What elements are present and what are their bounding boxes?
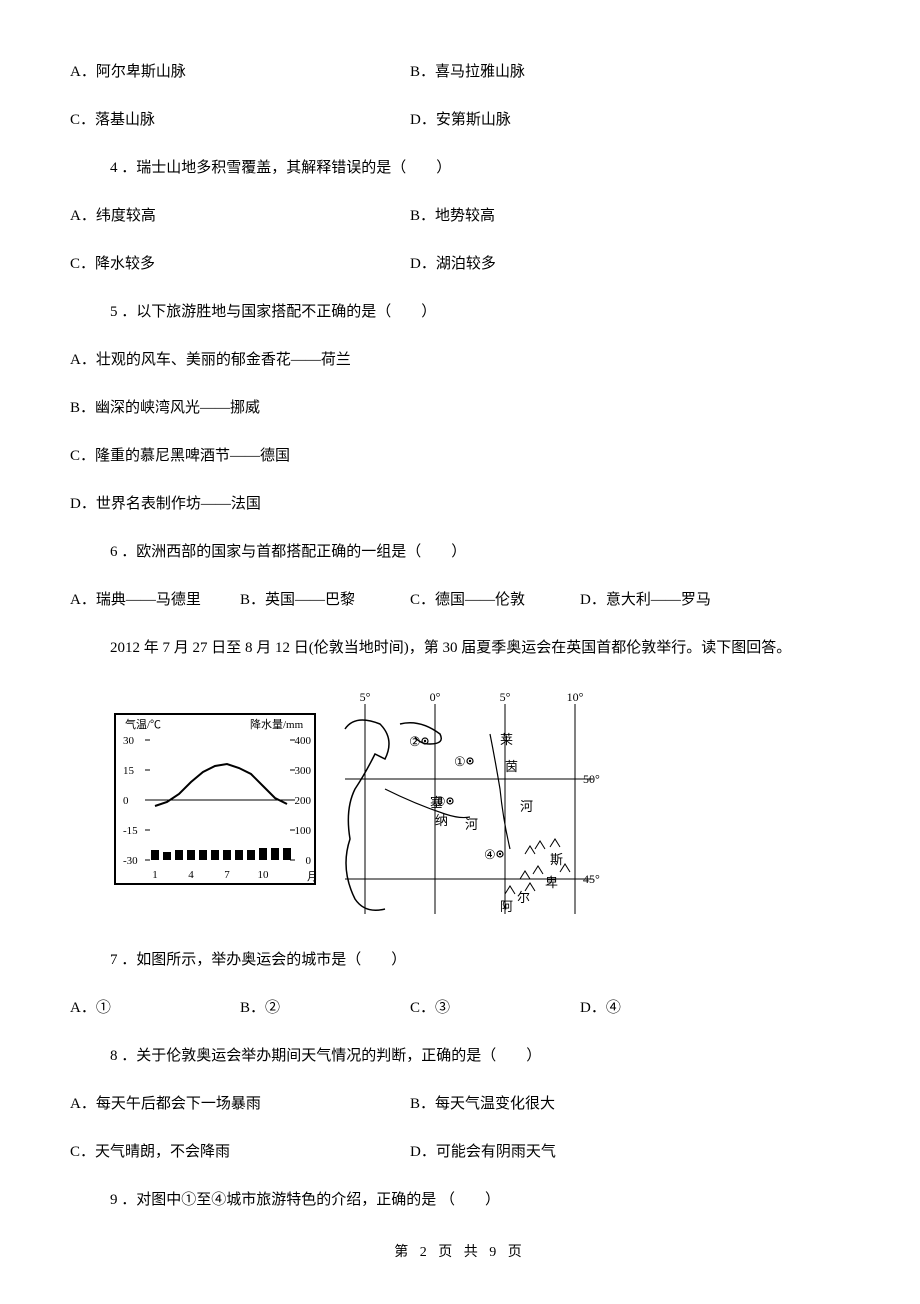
climate-map-figure: 气温/℃ 降水量/mm 30 15 0 -15 -30 400 300 200 100 0 1 4… bbox=[110, 684, 610, 924]
option-c: C．德国——伦敦 bbox=[410, 588, 580, 612]
map-label-bei: 卑 bbox=[545, 875, 558, 890]
option-d: D．④ bbox=[580, 996, 750, 1020]
svg-text:30: 30 bbox=[123, 735, 135, 747]
passage-text: 2012 年 7 月 27 日至 8 月 12 日(伦敦当地时间)，第 30 届… bbox=[70, 636, 850, 660]
temp-axis-label: 气温/℃ bbox=[125, 717, 161, 731]
svg-text:1: 1 bbox=[152, 869, 158, 881]
q7-options: A．① B．② C．③ D．④ bbox=[70, 996, 850, 1020]
question-8: 8 ．关于伦敦奥运会举办期间天气情况的判断，正确的是（ ） bbox=[70, 1044, 850, 1068]
svg-text:100: 100 bbox=[295, 825, 312, 837]
q5-option-b: B．幽深的峡湾风光——挪威 bbox=[70, 396, 850, 420]
map-label-si: 斯 bbox=[550, 852, 563, 867]
svg-text:15: 15 bbox=[123, 765, 135, 777]
question-5: 5 ．以下旅游胜地与国家搭配不正确的是（ ） bbox=[70, 300, 850, 324]
option-b: B．② bbox=[240, 996, 410, 1020]
option-d: D．安第斯山脉 bbox=[410, 108, 750, 132]
map-label-lai: 莱 bbox=[500, 732, 513, 747]
svg-text:200: 200 bbox=[295, 795, 312, 807]
option-d: D．可能会有阴雨天气 bbox=[410, 1140, 750, 1164]
option-c: C．落基山脉 bbox=[70, 108, 410, 132]
option-a: A．每天午后都会下一场暴雨 bbox=[70, 1092, 410, 1116]
option-b: B．英国——巴黎 bbox=[240, 588, 410, 612]
map-label-yin: 茵 bbox=[505, 759, 518, 774]
page-footer: 第 2 页 共 9 页 bbox=[70, 1242, 850, 1264]
svg-text:300: 300 bbox=[295, 765, 312, 777]
svg-text:5°: 5° bbox=[500, 690, 511, 704]
svg-text:4: 4 bbox=[188, 869, 194, 881]
precip-axis-label: 降水量/mm bbox=[250, 717, 304, 731]
svg-text:7: 7 bbox=[224, 869, 230, 881]
svg-text:-30: -30 bbox=[123, 855, 138, 867]
svg-text:0: 0 bbox=[123, 795, 129, 807]
q-pre-options-cd: C．落基山脉 D．安第斯山脉 bbox=[70, 108, 850, 132]
q8-options-cd: C．天气晴朗，不会降雨 D．可能会有阴雨天气 bbox=[70, 1140, 850, 1164]
q-pre-options-ab: A．阿尔卑斯山脉 B．喜马拉雅山脉 bbox=[70, 60, 850, 84]
map-label-a: 阿 bbox=[500, 899, 513, 914]
option-d: D．湖泊较多 bbox=[410, 252, 750, 276]
svg-text:10°: 10° bbox=[567, 690, 584, 704]
option-c: C．③ bbox=[410, 996, 580, 1020]
question-6: 6 ．欧洲西部的国家与首都搭配正确的一组是（ ） bbox=[70, 540, 850, 564]
figure-container: 气温/℃ 降水量/mm 30 15 0 -15 -30 400 300 200 100 0 1 4… bbox=[70, 684, 850, 924]
q8-options-ab: A．每天午后都会下一场暴雨 B．每天气温变化很大 bbox=[70, 1092, 850, 1116]
svg-text:④: ④ bbox=[484, 847, 496, 862]
svg-text:③: ③ bbox=[434, 794, 446, 809]
option-c: C．降水较多 bbox=[70, 252, 410, 276]
option-a: A．瑞典——马德里 bbox=[70, 588, 240, 612]
svg-text:400: 400 bbox=[295, 735, 312, 747]
map-label-er: 尔 bbox=[517, 890, 530, 905]
svg-text:②: ② bbox=[409, 734, 421, 749]
option-b: B．每天气温变化很大 bbox=[410, 1092, 750, 1116]
map-label-na: 纳 bbox=[435, 813, 448, 828]
q6-options: A．瑞典——马德里 B．英国——巴黎 C．德国——伦敦 D．意大利——罗马 bbox=[70, 588, 850, 612]
question-7: 7 ．如图所示，举办奥运会的城市是（ ） bbox=[70, 948, 850, 972]
svg-text:10: 10 bbox=[258, 869, 270, 881]
option-c: C．天气晴朗，不会降雨 bbox=[70, 1140, 410, 1164]
q5-option-c: C．隆重的慕尼黑啤酒节——德国 bbox=[70, 444, 850, 468]
svg-text:0: 0 bbox=[306, 855, 312, 867]
option-a: A．纬度较高 bbox=[70, 204, 410, 228]
svg-text:①: ① bbox=[454, 754, 466, 769]
map-label-he1: 河 bbox=[520, 799, 533, 814]
svg-text:0°: 0° bbox=[430, 690, 441, 704]
svg-text:5°: 5° bbox=[360, 690, 371, 704]
svg-text:-15: -15 bbox=[123, 825, 138, 837]
q4-options-cd: C．降水较多 D．湖泊较多 bbox=[70, 252, 850, 276]
option-b: B．地势较高 bbox=[410, 204, 750, 228]
question-9: 9 ．对图中①至④城市旅游特色的介绍，正确的是 （ ） bbox=[70, 1188, 850, 1212]
option-d: D．意大利——罗马 bbox=[580, 588, 750, 612]
q5-option-a: A．壮观的风车、美丽的郁金香花——荷兰 bbox=[70, 348, 850, 372]
option-a: A．① bbox=[70, 996, 240, 1020]
option-a: A．阿尔卑斯山脉 bbox=[70, 60, 410, 84]
q5-option-d: D．世界名表制作坊——法国 bbox=[70, 492, 850, 516]
question-4: 4 ．瑞士山地多积雪覆盖，其解释错误的是（ ） bbox=[70, 156, 850, 180]
option-b: B．喜马拉雅山脉 bbox=[410, 60, 750, 84]
month-axis-label: 月 bbox=[307, 871, 318, 883]
map-label-he2: 河 bbox=[465, 817, 478, 832]
q4-options-ab: A．纬度较高 B．地势较高 bbox=[70, 204, 850, 228]
